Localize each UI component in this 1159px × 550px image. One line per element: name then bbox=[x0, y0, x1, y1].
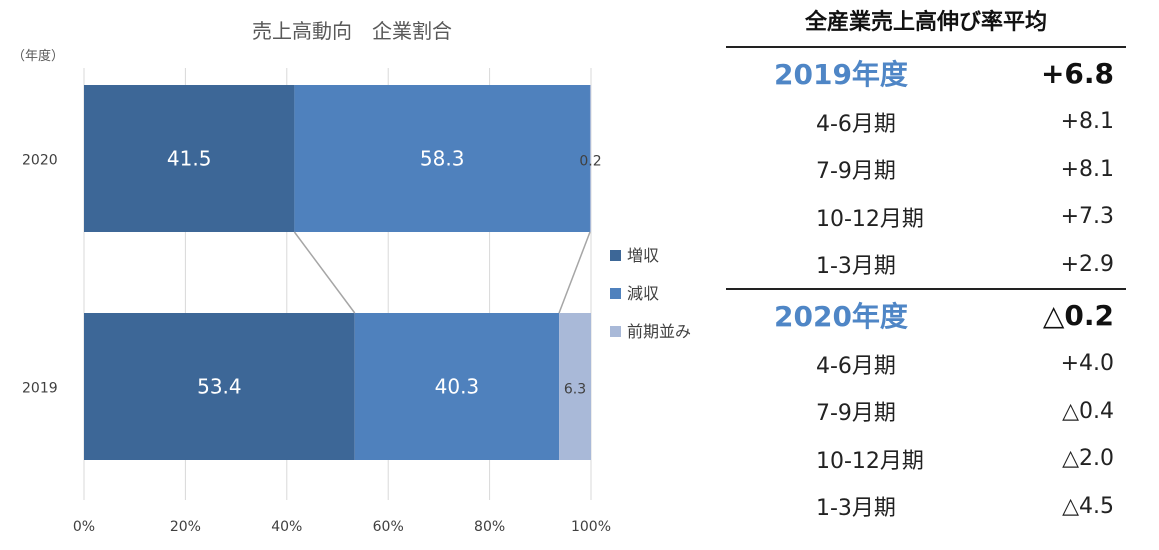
year-row: 2020年度 △0.2 bbox=[726, 290, 1126, 340]
data-label: 41.5 bbox=[167, 147, 212, 171]
y-axis-unit-label: （年度） bbox=[12, 48, 64, 64]
quarter-row: 10-12月期 △2.0 bbox=[726, 435, 1126, 483]
quarter-value: +8.1 bbox=[1060, 109, 1114, 135]
quarter-label: 1-3月期 bbox=[816, 496, 896, 522]
quarter-label: 4-6月期 bbox=[816, 353, 896, 379]
x-tick-label: 0% bbox=[73, 519, 95, 535]
year-label: 2020年度 bbox=[774, 300, 908, 333]
quarter-label: 4-6月期 bbox=[816, 111, 896, 137]
legend-label: 増収 bbox=[627, 246, 659, 265]
data-label: 40.3 bbox=[435, 375, 480, 399]
quarter-row: 4-6月期 +4.0 bbox=[726, 340, 1126, 388]
legend-label: 減収 bbox=[627, 284, 659, 303]
quarter-row: 1-3月期 +2.9 bbox=[726, 241, 1126, 289]
quarter-row: 10-12月期 +7.3 bbox=[726, 193, 1126, 241]
category-labels: 2020 2019 bbox=[22, 153, 58, 397]
bar-segment bbox=[559, 313, 591, 460]
growth-rate-table: 全産業売上高伸び率平均 2019年度 +6.8 4-6月期 +8.1 7-9月期 +8.1… bbox=[726, 0, 1126, 530]
data-label: 6.3 bbox=[564, 382, 586, 398]
quarter-label: 1-3月期 bbox=[816, 254, 896, 280]
bars-group bbox=[84, 85, 591, 460]
quarter-label: 10-12月期 bbox=[816, 206, 924, 232]
year-value: +6.8 bbox=[1040, 56, 1114, 90]
bar-segment bbox=[589, 85, 591, 232]
bar-segment bbox=[84, 313, 355, 460]
quarter-value: +8.1 bbox=[1060, 156, 1114, 182]
chart-title: 売上高動向 企業割合 bbox=[252, 19, 452, 43]
legend-swatch bbox=[610, 326, 621, 337]
legend-swatch bbox=[610, 250, 621, 261]
legend-label: 前期並み bbox=[627, 322, 691, 341]
year-value: △0.2 bbox=[1042, 298, 1114, 332]
quarter-label: 10-12月期 bbox=[816, 448, 924, 474]
data-labels: 41.5 58.3 0.2 53.4 40.3 6.3 bbox=[167, 147, 602, 399]
year-row: 2019年度 +6.8 bbox=[726, 48, 1126, 98]
quarter-label: 7-9月期 bbox=[816, 159, 896, 185]
stacked-bar-chart: 売上高動向 企業割合 （年度） 41.5 58.3 0.2 53.4 40.3 6.3 2… bbox=[12, 19, 691, 535]
quarter-row: 7-9月期 △0.4 bbox=[726, 388, 1126, 436]
x-tick-label: 20% bbox=[170, 519, 201, 535]
legend-swatch bbox=[610, 288, 621, 299]
quarter-value: △2.0 bbox=[1062, 446, 1114, 472]
data-label: 0.2 bbox=[579, 154, 601, 170]
quarter-row: 7-9月期 +8.1 bbox=[726, 146, 1126, 194]
quarter-value: +7.3 bbox=[1060, 204, 1114, 230]
bar-segment bbox=[294, 85, 590, 232]
x-tick-labels: 0% 20% 40% 60% 80% 100% bbox=[73, 519, 611, 535]
connector-line bbox=[558, 231, 591, 314]
table-title: 全産業売上高伸び率平均 bbox=[804, 10, 1047, 35]
table-divider bbox=[726, 46, 1126, 48]
quarter-row: 1-3月期 △4.5 bbox=[726, 483, 1126, 531]
year-block-2019: 2019年度 +6.8 4-6月期 +8.1 7-9月期 +8.1 10-12月期 +7.3 1… bbox=[726, 48, 1126, 288]
connector-lines bbox=[293, 231, 591, 314]
x-tick-label: 60% bbox=[373, 519, 404, 535]
connector-line bbox=[293, 231, 356, 314]
category-label: 2019 bbox=[22, 381, 58, 397]
quarter-value: △0.4 bbox=[1062, 398, 1114, 424]
year-block-2020: 2020年度 △0.2 4-6月期 +4.0 7-9月期 △0.4 10-12月期 △2.0 1… bbox=[726, 290, 1126, 530]
x-tick-label: 80% bbox=[474, 519, 505, 535]
table-divider bbox=[726, 288, 1126, 290]
data-label: 53.4 bbox=[197, 375, 242, 399]
quarter-label: 7-9月期 bbox=[816, 401, 896, 427]
bar-segment bbox=[354, 313, 560, 460]
quarter-row: 4-6月期 +8.1 bbox=[726, 98, 1126, 146]
data-label: 58.3 bbox=[420, 147, 465, 171]
bar-segment bbox=[84, 85, 295, 232]
quarter-value: △4.5 bbox=[1062, 493, 1114, 519]
category-label: 2020 bbox=[22, 153, 58, 169]
quarter-value: +2.9 bbox=[1060, 251, 1114, 277]
quarter-value: +4.0 bbox=[1060, 351, 1114, 377]
year-label: 2019年度 bbox=[774, 58, 908, 91]
x-tick-label: 40% bbox=[271, 519, 302, 535]
x-tick-label: 100% bbox=[571, 519, 611, 535]
